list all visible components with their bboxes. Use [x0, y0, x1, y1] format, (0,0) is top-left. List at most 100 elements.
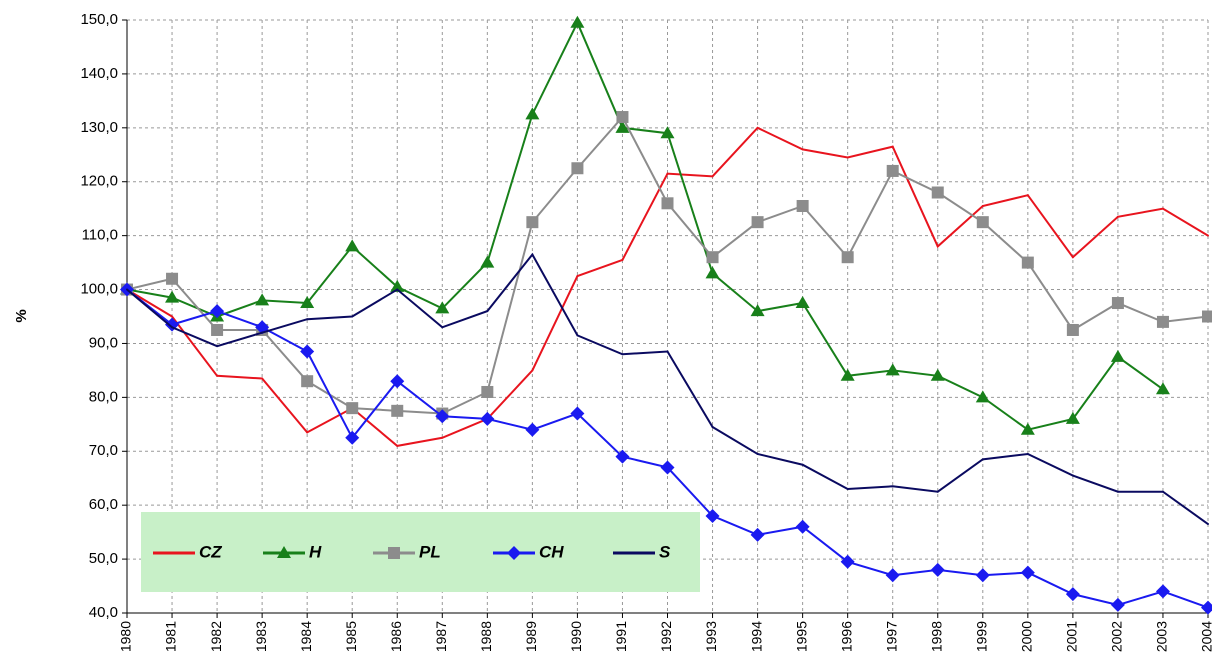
data-point [1110, 597, 1125, 612]
series-line [126, 20, 1164, 431]
data-point [1161, 490, 1164, 493]
data-point [531, 253, 534, 256]
data-point [480, 411, 495, 426]
data-point [1155, 584, 1170, 599]
data-point [486, 310, 489, 313]
legend: CZ H PL CH S [141, 512, 700, 592]
data-point [300, 344, 315, 359]
y-tick-label: 40,0 [89, 604, 118, 621]
y-tick-label: 100,0 [80, 281, 118, 298]
data-point [390, 374, 405, 389]
data-point [756, 452, 759, 455]
data-point [211, 323, 224, 336]
legend-label: H [309, 542, 322, 561]
legend-label: S [659, 542, 671, 561]
data-point [441, 436, 444, 439]
data-point [396, 444, 399, 447]
y-tick-label: 90,0 [89, 334, 118, 351]
data-point [666, 350, 669, 353]
data-point [621, 353, 624, 356]
legend-marker [507, 546, 521, 560]
data-point [570, 15, 585, 28]
data-point [1026, 194, 1029, 197]
data-point [801, 148, 804, 151]
data-point [840, 554, 855, 569]
legend-label: CH [539, 542, 564, 561]
x-tick-label: 1991 [613, 621, 629, 652]
data-point [1065, 411, 1080, 424]
data-point [936, 245, 939, 248]
y-tick-label: 120,0 [80, 173, 118, 190]
data-point [1202, 310, 1212, 323]
data-point [345, 239, 360, 252]
y-tick-label: 70,0 [89, 442, 118, 459]
data-point [435, 301, 450, 314]
data-point [171, 326, 174, 329]
data-point [261, 331, 264, 334]
data-point [571, 162, 584, 175]
data-point [705, 266, 720, 279]
data-point [930, 562, 945, 577]
data-point [936, 490, 939, 493]
data-point [300, 296, 315, 309]
data-point [1066, 323, 1079, 336]
data-point [706, 251, 719, 264]
data-point [1065, 587, 1080, 602]
data-point [885, 363, 900, 376]
data-point [666, 172, 669, 175]
data-point [1155, 382, 1170, 395]
data-point [570, 406, 585, 421]
data-point [165, 290, 180, 303]
x-tick-label: 1984 [298, 621, 314, 652]
legend-label: CZ [199, 542, 222, 561]
x-tick-label: 1993 [703, 621, 719, 652]
data-point [705, 508, 720, 523]
data-point [480, 255, 495, 268]
data-point [801, 463, 804, 466]
data-point [306, 318, 309, 321]
data-point [885, 568, 900, 583]
x-tick-label: 1983 [253, 621, 269, 652]
x-tick-label: 1995 [793, 621, 809, 652]
data-point [975, 390, 990, 403]
x-tick-label: 1994 [748, 621, 764, 652]
y-tick-label: 140,0 [80, 65, 118, 82]
data-point [981, 204, 984, 207]
legend-box [141, 512, 700, 592]
data-point [1116, 490, 1119, 493]
data-point [1111, 297, 1124, 310]
y-axis-label: % [13, 309, 30, 322]
data-point [216, 345, 219, 348]
x-tick-label: 1999 [973, 621, 989, 652]
data-point [391, 404, 404, 417]
data-point [261, 377, 264, 380]
data-point [711, 426, 714, 429]
data-point [351, 315, 354, 318]
legend-marker [388, 547, 400, 559]
data-point [210, 304, 225, 319]
data-point [660, 126, 675, 139]
data-point [796, 199, 809, 212]
x-tick-label: 2002 [1109, 621, 1125, 652]
data-point [346, 402, 359, 415]
data-point [1020, 422, 1035, 435]
data-point [1116, 215, 1119, 218]
x-tick-label: 2004 [1199, 621, 1212, 652]
data-point [976, 216, 989, 229]
data-point [166, 272, 179, 285]
data-point [1201, 600, 1212, 615]
x-tick-label: 2003 [1154, 621, 1170, 652]
data-point [615, 120, 630, 133]
data-point [975, 568, 990, 583]
data-point [576, 275, 579, 278]
data-point [1026, 452, 1029, 455]
y-tick-label: 130,0 [80, 119, 118, 136]
data-point [390, 279, 405, 292]
data-point [886, 164, 899, 177]
x-tick-label: 1986 [388, 621, 404, 652]
data-point [930, 368, 945, 381]
data-point [171, 315, 174, 318]
data-point [126, 288, 128, 291]
x-tick-label: 1990 [568, 621, 584, 652]
